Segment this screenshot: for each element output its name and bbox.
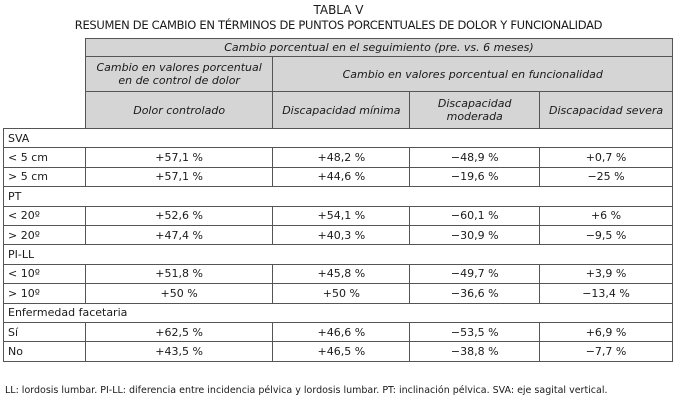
group-label: PI-LL — [3, 244, 673, 265]
value-cell: +46,6 % — [272, 321, 411, 343]
value-cell: −25 % — [539, 166, 673, 188]
value-cell: +43,5 % — [84, 341, 274, 362]
results-table: Cambio porcentual en el seguimiento (pre… — [3, 38, 674, 362]
row-label: > 20º — [3, 224, 86, 246]
row-label: > 5 cm — [3, 166, 86, 188]
value-cell: +62,5 % — [84, 321, 274, 343]
value-cell: +47,4 % — [84, 224, 274, 246]
table-row: No +43,5 % +46,5 % −38,8 % −7,7 % — [3, 341, 673, 362]
value-cell: −19,6 % — [409, 166, 541, 188]
row-label: Sí — [3, 321, 86, 343]
group-label: Enfermedad facetaria — [3, 302, 673, 323]
table-row: < 10º +51,8 % +45,8 % −49,7 % +3,9 % — [3, 263, 673, 285]
group-label: PT — [3, 186, 673, 207]
row-label: < 20º — [3, 205, 86, 226]
value-cell: +57,1 % — [84, 166, 274, 188]
row-label: No — [3, 341, 86, 362]
row-label: > 10º — [3, 283, 86, 304]
table-title: TABLA V — [313, 3, 364, 17]
value-cell: −36,6 % — [409, 283, 541, 304]
header-pain-group: Cambio en valores porcentual en de contr… — [84, 56, 274, 92]
value-cell: −30,9 % — [409, 224, 541, 246]
table-row: Sí +62,5 % +46,6 % −53,5 % +6,9 % — [3, 321, 673, 343]
group-row: PI-LL — [3, 244, 673, 265]
value-cell: +44,6 % — [272, 166, 411, 188]
value-cell: +48,2 % — [272, 147, 411, 168]
value-cell: −49,7 % — [409, 263, 541, 285]
value-cell: −13,4 % — [539, 283, 673, 304]
value-cell: +52,6 % — [84, 205, 274, 226]
value-cell: −48,9 % — [409, 147, 541, 168]
table-row: < 20º +52,6 % +54,1 % −60,1 % +6 % — [3, 205, 673, 226]
value-cell: +46,5 % — [272, 341, 411, 362]
value-cell: +50 % — [272, 283, 411, 304]
value-cell: −7,7 % — [539, 341, 673, 362]
table-subtitle: RESUMEN DE CAMBIO EN TÉRMINOS DE PUNTOS … — [74, 18, 603, 32]
table-row: > 10º +50 % +50 % −36,6 % −13,4 % — [3, 283, 673, 304]
group-row: PT — [3, 186, 673, 207]
table-row: > 20º +47,4 % +40,3 % −30,9 % −9,5 % — [3, 224, 673, 246]
row-label: < 10º — [3, 263, 86, 285]
value-cell: +3,9 % — [539, 263, 673, 285]
column-header: Discapacidad mínima — [272, 91, 411, 129]
footnote: LL: lordosis lumbar. PI-LL: diferencia e… — [5, 385, 608, 396]
header-top: Cambio porcentual en el seguimiento (pre… — [84, 38, 674, 57]
group-label: SVA — [3, 127, 673, 149]
value-cell: +57,1 % — [84, 147, 274, 168]
row-label: < 5 cm — [3, 147, 86, 168]
value-cell: +50 % — [84, 283, 274, 304]
column-header: Discapacidad moderada — [409, 91, 541, 129]
group-row: SVA — [3, 127, 673, 149]
group-row: Enfermedad facetaria — [3, 302, 673, 323]
value-cell: −38,8 % — [409, 341, 541, 362]
header-function-group: Cambio en valores porcentual en funciona… — [272, 56, 673, 92]
value-cell: +45,8 % — [272, 263, 411, 285]
value-cell: +51,8 % — [84, 263, 274, 285]
value-cell: +54,1 % — [272, 205, 411, 226]
value-cell: +40,3 % — [272, 224, 411, 246]
table-row: > 5 cm +57,1 % +44,6 % −19,6 % −25 % — [3, 166, 673, 188]
table-row: < 5 cm +57,1 % +48,2 % −48,9 % +0,7 % — [3, 147, 673, 168]
value-cell: +6,9 % — [539, 321, 673, 343]
value-cell: −60,1 % — [409, 205, 541, 226]
value-cell: −9,5 % — [539, 224, 673, 246]
value-cell: −53,5 % — [409, 321, 541, 343]
column-header: Discapacidad severa — [539, 91, 673, 129]
column-header: Dolor controlado — [84, 91, 274, 129]
value-cell: +6 % — [539, 205, 673, 226]
value-cell: +0,7 % — [539, 147, 673, 168]
